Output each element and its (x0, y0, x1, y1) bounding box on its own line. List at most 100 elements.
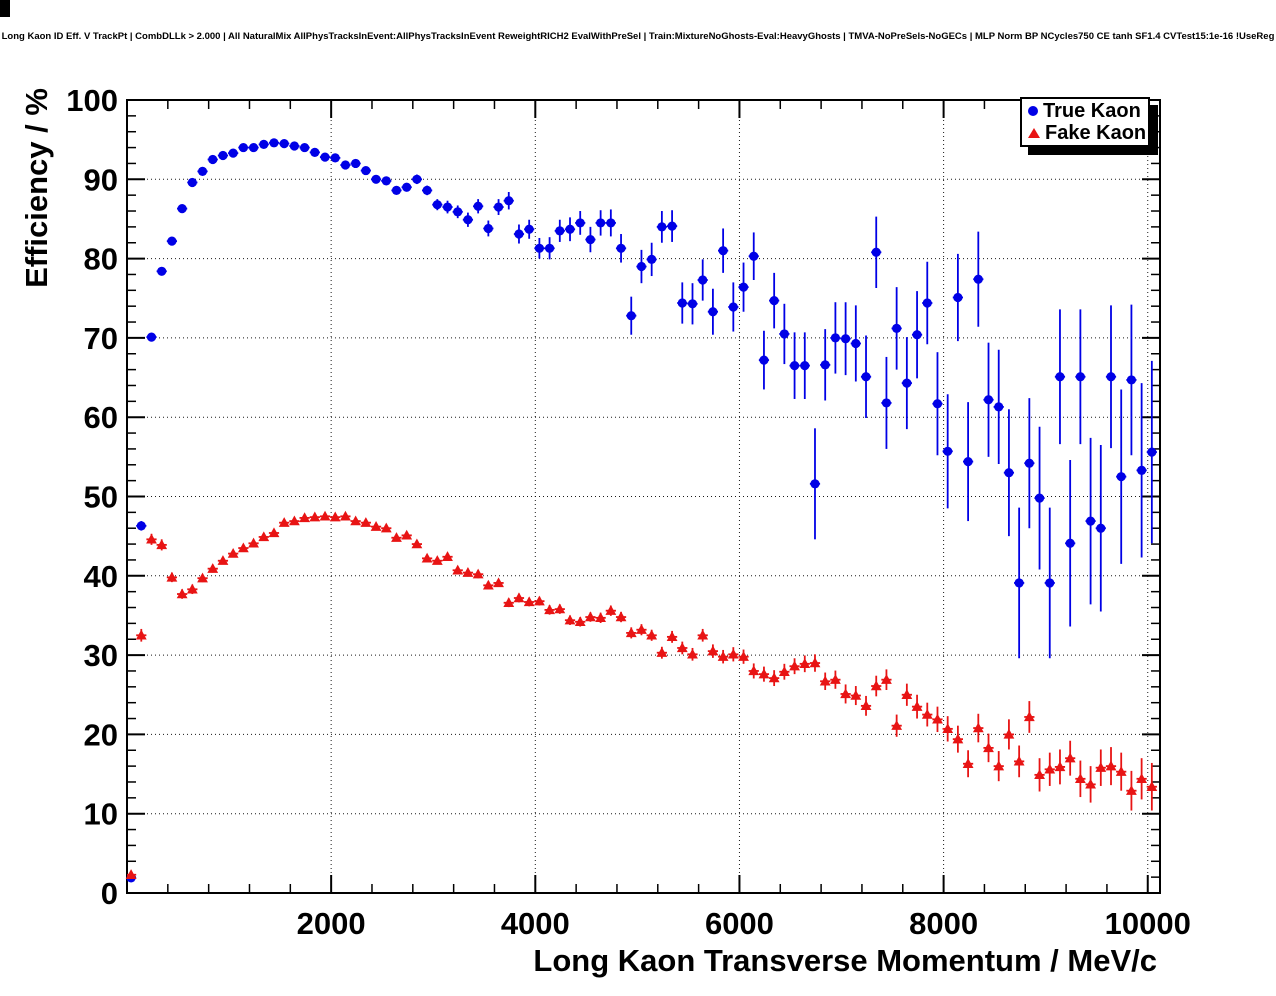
true-kaon-point (493, 202, 504, 212)
true-kaon-point (279, 139, 289, 149)
true-kaon-point (340, 160, 351, 170)
true-kaon-point (432, 200, 442, 210)
fake-kaon-point (431, 555, 443, 565)
true-kaon-point (157, 266, 167, 276)
fake-kaon-point (830, 674, 841, 684)
true-kaon-point (902, 378, 912, 388)
true-kaon-point (1004, 468, 1014, 478)
true-kaon-point (953, 292, 963, 303)
true-kaon-point (861, 372, 871, 382)
true-kaon-point (616, 243, 626, 253)
true-kaon-point (718, 246, 728, 256)
fake-kaon-point (309, 511, 321, 522)
fake-kaon-point (513, 592, 525, 603)
fake-kaon-point (237, 542, 249, 553)
x-tick-label: 2000 (297, 906, 366, 941)
true-kaon-point (789, 361, 800, 371)
true-kaon-point (187, 177, 197, 188)
true-kaon-point (259, 139, 269, 150)
true-kaon-point (1126, 375, 1137, 385)
fake-kaon-point (452, 564, 464, 575)
fake-kaon-point (278, 517, 290, 527)
fake-kaon-point (850, 689, 862, 700)
fake-kaon-point (789, 660, 800, 671)
true-kaon-point (606, 218, 616, 228)
true-kaon-point (412, 174, 422, 184)
fake-kaon-point (227, 547, 239, 558)
fake-kaon-point (636, 624, 647, 634)
fake-kaon-point (1074, 773, 1086, 784)
fake-kaon-point (340, 510, 351, 521)
fake-kaon-point (319, 510, 331, 521)
true-kaon-point (391, 185, 402, 196)
true-kaon-point (932, 399, 943, 409)
fake-kaon-point (911, 701, 923, 711)
x-tick-labels: 2000 4000 6000 8000 10000 (297, 906, 1191, 941)
y-tick-label: 70 (84, 321, 118, 356)
true-kaon-point (687, 299, 698, 309)
fake-kaon-point (1044, 763, 1056, 774)
true-kaon-point (820, 360, 830, 370)
fake-kaon-point (523, 596, 535, 607)
fake-kaon-point (595, 612, 607, 623)
fake-kaon-point (146, 533, 157, 544)
fake-kaon-point (411, 538, 423, 549)
true-kaon-point (228, 148, 238, 158)
y-tick-label: 50 (84, 480, 118, 515)
true-kaon-point (381, 176, 391, 186)
true-kaon-point (738, 282, 749, 292)
true-kaon-point (483, 223, 493, 234)
fake-kaon-point (615, 611, 627, 622)
true-kaon-point (1024, 458, 1034, 468)
fake-kaon-point (1023, 711, 1035, 722)
fake-kaon-point (472, 568, 484, 579)
true-kaon-point (1137, 465, 1147, 475)
true-kaon-point (1045, 578, 1055, 588)
true-kaon-point (351, 158, 361, 169)
data-series (125, 138, 1158, 883)
fake-kaon-point (370, 521, 382, 531)
fake-kaon-point (809, 657, 821, 668)
true-kaon-point (677, 298, 687, 308)
fake-kaon-point (799, 658, 811, 669)
true-kaon-point (1034, 493, 1045, 503)
true-kaon-point (167, 236, 177, 246)
true-kaon-point (871, 247, 881, 257)
fake-kaon-point (1126, 785, 1137, 795)
fake-kaon-point (962, 758, 974, 768)
y-tick-label: 60 (84, 400, 118, 435)
fake-kaon-point (891, 720, 903, 730)
true-kaon-point (442, 202, 453, 212)
fake-kaon-point (646, 629, 658, 640)
fake-kaon-point (901, 689, 913, 699)
fake-kaon-point (258, 531, 270, 542)
grid-lines (127, 100, 1160, 893)
legend-entry-fake-kaon: Fake Kaon (1028, 122, 1148, 144)
true-kaon-point (851, 338, 861, 349)
x-tick-label: 8000 (909, 906, 978, 941)
fake-kaon-point (605, 605, 617, 615)
fake-kaon-point (1085, 778, 1096, 789)
fake-kaon-point (881, 674, 892, 684)
fake-kaon-point (166, 571, 178, 582)
fake-kaon-point (1034, 769, 1045, 780)
series-true-kaon (126, 138, 1157, 883)
axis-ticks (127, 99, 1160, 894)
fake-kaon-point (207, 563, 219, 573)
true-kaon-point (1014, 578, 1024, 588)
true-kaon-point (1116, 472, 1126, 482)
fake-kaon-point (717, 651, 729, 661)
true-kaon-point (1055, 372, 1065, 382)
fake-kaon-triangle-icon (1028, 128, 1040, 138)
y-tick-label: 10 (84, 797, 118, 832)
x-tick-label: 10000 (1105, 906, 1191, 941)
fake-kaon-point (727, 648, 739, 659)
true-kaon-point (238, 142, 248, 153)
true-kaon-point (1085, 516, 1096, 526)
true-kaon-circle-icon (1028, 106, 1038, 116)
true-kaon-point (1075, 372, 1085, 382)
true-kaon-point (1096, 523, 1106, 533)
fake-kaon-point (421, 552, 433, 563)
fake-kaon-point (666, 631, 678, 642)
fake-kaon-point (125, 869, 137, 879)
